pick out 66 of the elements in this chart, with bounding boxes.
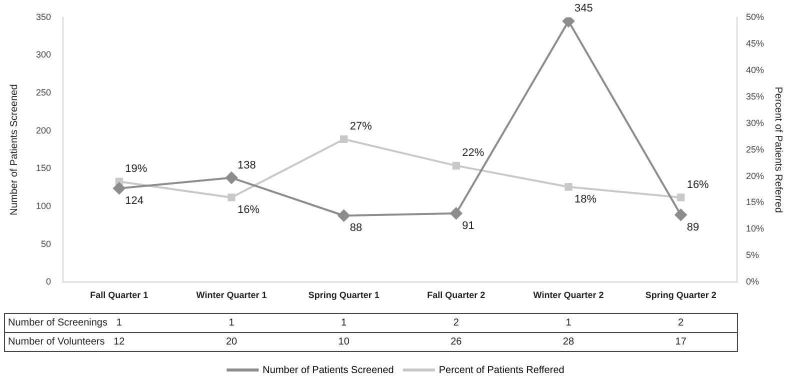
- text: 2: [453, 317, 460, 328]
- data-label: 345: [574, 2, 593, 15]
- point: [674, 208, 687, 221]
- text: 12: [114, 336, 126, 348]
- point: [338, 210, 350, 222]
- data-label: 16%: [238, 204, 260, 216]
- data-label: 19%: [125, 163, 148, 176]
- data-label: 89: [686, 221, 700, 234]
- text: 1: [566, 317, 572, 328]
- y-tick-label: 150: [36, 163, 52, 174]
- text: Number of Screenings: [8, 317, 108, 328]
- point: [564, 183, 572, 191]
- y2-tick-label: 25%: [746, 144, 764, 154]
- data-label: 16%: [686, 178, 710, 191]
- text: 26: [450, 336, 462, 348]
- data-label: 88: [350, 222, 362, 234]
- y2-tick-label: 0%: [746, 276, 759, 287]
- y-tick-label: 350: [36, 12, 52, 22]
- data-label: 91: [462, 220, 474, 232]
- data-label: 22%: [462, 147, 484, 160]
- y2-tick-label: 30%: [746, 118, 764, 128]
- point: [340, 135, 348, 144]
- point: [676, 194, 685, 202]
- point: [562, 17, 574, 28]
- y-tick-label: 100: [36, 201, 52, 212]
- text: 1: [116, 317, 122, 328]
- y2-tick-label: 40%: [746, 64, 764, 75]
- text: 10: [338, 336, 350, 348]
- y2-tick-label: 35%: [746, 91, 764, 102]
- x-tick-label: Winter Quarter 1: [196, 290, 267, 300]
- y2-axis-title: Percent of Patients Referred: [772, 86, 784, 213]
- y-tick-label: 300: [36, 50, 52, 60]
- y-tick-label: 250: [36, 88, 52, 98]
- text: 28: [562, 336, 574, 348]
- point: [452, 162, 460, 170]
- y2-tick-label: 20%: [746, 170, 764, 181]
- y2-tick-label: 15%: [746, 197, 764, 208]
- y-tick-label: 50: [41, 238, 52, 249]
- x-tick-label: Spring Quarter 1: [308, 290, 380, 300]
- y-axis-title: Number of Patients Screened: [8, 84, 20, 216]
- x-tick-label: Winter Quarter 2: [533, 290, 604, 300]
- data-label: 27%: [350, 120, 372, 133]
- y2-tick-label: 50%: [746, 12, 764, 22]
- point: [450, 207, 462, 220]
- x-tick-label: Fall Quarter 2: [427, 290, 486, 300]
- point: [113, 182, 126, 194]
- point: [226, 172, 238, 184]
- y2-tick-label: 5%: [746, 250, 759, 260]
- text: 2: [678, 317, 684, 328]
- x-tick-label: Spring Quarter 2: [645, 290, 716, 300]
- point: [228, 194, 236, 202]
- legend-label: Number of Patients Screened: [262, 364, 394, 376]
- data-label: 124: [125, 194, 144, 207]
- y-tick-label: 0: [46, 276, 52, 287]
- data-label: 18%: [574, 193, 597, 206]
- legend-label: Percent of Patients Reffered: [438, 364, 564, 376]
- y-tick-label: 200: [36, 125, 52, 136]
- data-label: 138: [238, 159, 256, 172]
- x-tick-label: Fall Quarter 1: [90, 290, 148, 300]
- text: 1: [341, 317, 348, 328]
- text: 20: [226, 336, 238, 348]
- y2-tick-label: 10%: [746, 224, 764, 234]
- text: Number of Volunteers: [8, 336, 105, 348]
- text: 17: [675, 336, 687, 348]
- y2-tick-label: 45%: [746, 38, 764, 48]
- text: 1: [228, 317, 235, 328]
